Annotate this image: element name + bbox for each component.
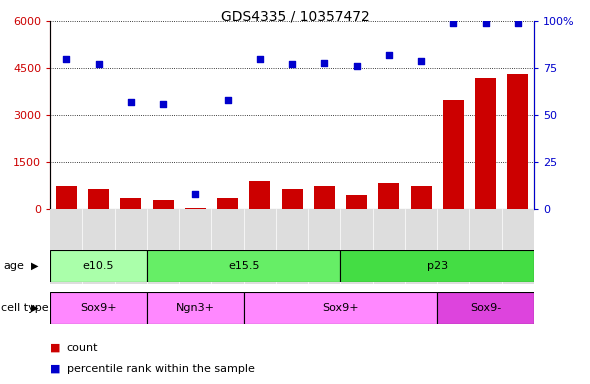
Point — [481, 20, 490, 26]
Bar — [244, 209, 276, 284]
Point — [417, 58, 426, 64]
Bar — [50, 250, 147, 282]
Bar — [475, 78, 496, 209]
Bar — [211, 209, 244, 284]
Text: Sox9+: Sox9+ — [80, 303, 117, 313]
Bar — [185, 208, 206, 209]
Bar — [50, 209, 83, 284]
Text: Ngn3+: Ngn3+ — [176, 303, 215, 313]
Point — [352, 63, 361, 70]
Point — [191, 191, 200, 197]
Bar — [314, 186, 335, 209]
Point — [513, 20, 523, 26]
Text: ■: ■ — [50, 364, 61, 374]
Bar — [147, 250, 340, 282]
Bar — [340, 250, 534, 282]
Text: e10.5: e10.5 — [83, 261, 114, 271]
Text: GDS4335 / 10357472: GDS4335 / 10357472 — [221, 10, 369, 23]
Point — [94, 61, 103, 68]
Bar — [276, 209, 308, 284]
Point — [255, 56, 264, 62]
Point — [61, 56, 71, 62]
Bar — [346, 195, 367, 209]
Text: ▶: ▶ — [31, 303, 38, 313]
Text: ▶: ▶ — [31, 261, 38, 271]
Bar — [340, 209, 373, 284]
Bar — [120, 198, 141, 209]
Bar — [378, 183, 399, 209]
Point — [448, 20, 458, 26]
Text: Sox9-: Sox9- — [470, 303, 501, 313]
Bar — [88, 189, 109, 209]
Bar — [179, 209, 211, 284]
Bar — [507, 74, 528, 209]
Bar — [244, 292, 437, 324]
Point — [320, 60, 329, 66]
Text: age: age — [3, 261, 24, 271]
Bar — [147, 292, 244, 324]
Bar — [83, 209, 114, 284]
Bar — [437, 209, 470, 284]
Text: e15.5: e15.5 — [228, 261, 260, 271]
Bar — [153, 200, 173, 209]
Bar — [50, 292, 147, 324]
Bar — [217, 198, 238, 209]
Text: Sox9+: Sox9+ — [322, 303, 359, 313]
Bar — [437, 292, 534, 324]
Bar — [114, 209, 147, 284]
Point — [126, 99, 136, 105]
Bar — [308, 209, 340, 284]
Text: cell type: cell type — [1, 303, 49, 313]
Bar — [281, 189, 303, 209]
Bar — [443, 99, 464, 209]
Point — [158, 101, 168, 107]
Text: p23: p23 — [427, 261, 448, 271]
Point — [384, 52, 394, 58]
Bar — [147, 209, 179, 284]
Text: percentile rank within the sample: percentile rank within the sample — [67, 364, 254, 374]
Bar — [373, 209, 405, 284]
Bar — [470, 209, 502, 284]
Bar — [56, 186, 77, 209]
Point — [223, 97, 232, 103]
Text: ■: ■ — [50, 343, 61, 353]
Bar — [250, 181, 270, 209]
Text: count: count — [67, 343, 98, 353]
Point — [287, 61, 297, 68]
Bar — [405, 209, 437, 284]
Bar — [502, 209, 534, 284]
Bar — [411, 186, 431, 209]
